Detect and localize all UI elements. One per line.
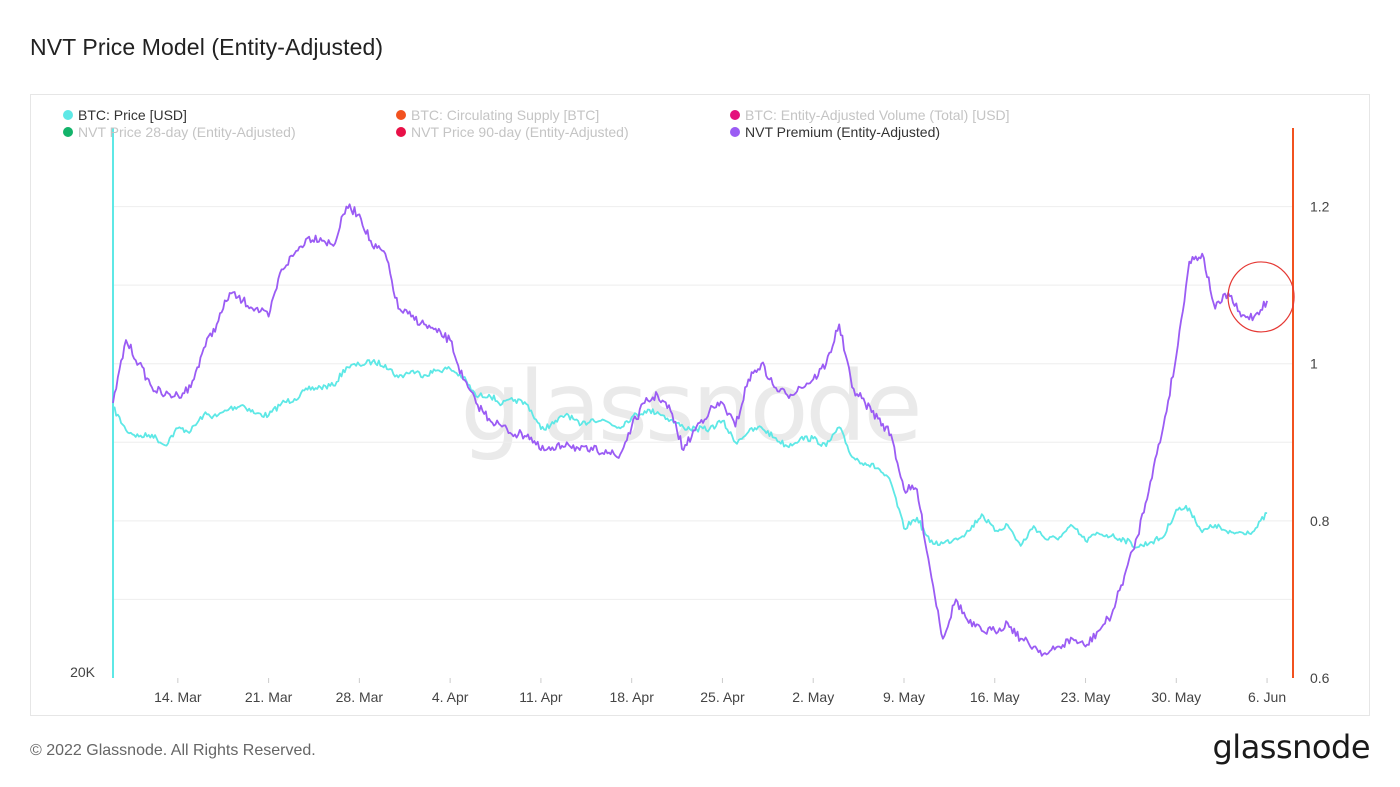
x-tick-label: 9. May	[883, 689, 925, 705]
legend-swatch	[730, 127, 740, 137]
legend-label: BTC: Entity-Adjusted Volume (Total) [USD…	[745, 107, 1010, 123]
y-right-tick-label: 1.2	[1310, 199, 1330, 215]
y-right-tick-label: 0.8	[1310, 513, 1330, 529]
legend-item[interactable]: NVT Price 90-day (Entity-Adjusted)	[396, 124, 629, 140]
annotation-layer	[1227, 261, 1295, 333]
x-tick-label: 25. Apr	[700, 689, 745, 705]
legend-item[interactable]: NVT Premium (Entity-Adjusted)	[730, 124, 940, 140]
legend-swatch	[63, 127, 73, 137]
series-layer	[112, 203, 1268, 657]
x-tick-label: 4. Apr	[432, 689, 469, 705]
x-tick-label: 18. Apr	[609, 689, 654, 705]
legend-item[interactable]: BTC: Entity-Adjusted Volume (Total) [USD…	[730, 107, 1010, 123]
legend-item[interactable]: BTC: Circulating Supply [BTC]	[396, 107, 599, 123]
y-right-tick-label: 1	[1310, 356, 1318, 372]
grid-lines	[113, 206, 1293, 600]
x-tick-label: 28. Mar	[336, 689, 384, 705]
series-line-btc-price	[112, 359, 1268, 549]
y-left-axis-ticks: 20K	[70, 664, 96, 680]
y-right-tick-label: 0.6	[1310, 670, 1330, 686]
x-tick-label: 14. Mar	[154, 689, 202, 705]
glassnode-logo[interactable]: glassnode	[1212, 728, 1370, 766]
legend-swatch	[396, 110, 406, 120]
legend-swatch	[730, 110, 740, 120]
legend-label: NVT Price 90-day (Entity-Adjusted)	[411, 124, 629, 140]
legend-label: NVT Price 28-day (Entity-Adjusted)	[78, 124, 296, 140]
x-tick-label: 11. Apr	[519, 689, 563, 705]
y-right-axis-ticks: 1.2 1 0.8 0.6	[1310, 199, 1330, 686]
chart-frame	[30, 94, 1370, 716]
page-title: NVT Price Model (Entity-Adjusted)	[30, 34, 384, 60]
legend-label: BTC: Circulating Supply [BTC]	[411, 107, 599, 123]
legend-item[interactable]: BTC: Price [USD]	[63, 107, 187, 123]
legend: BTC: Price [USD] BTC: Circulating Supply …	[63, 107, 1010, 140]
x-tick-label: 2. May	[792, 689, 834, 705]
legend-swatch	[396, 127, 406, 137]
legend-item[interactable]: NVT Price 28-day (Entity-Adjusted)	[63, 124, 296, 140]
legend-label: BTC: Price [USD]	[78, 107, 187, 123]
x-tick-label: 30. May	[1151, 689, 1201, 705]
x-tick-label: 23. May	[1061, 689, 1111, 705]
legend-swatch	[63, 110, 73, 120]
legend-label: NVT Premium (Entity-Adjusted)	[745, 124, 940, 140]
series-line-nvt-premium	[112, 203, 1268, 657]
footer-copyright: © 2022 Glassnode. All Rights Reserved.	[30, 742, 316, 759]
y-left-tick-label: 20K	[70, 664, 96, 680]
annotation-circle	[1227, 261, 1295, 333]
x-tick-label: 6. Jun	[1248, 689, 1286, 705]
x-tick-label: 21. Mar	[245, 689, 293, 705]
x-axis-ticks: 14. Mar 21. Mar 28. Mar 4. Apr 11. Apr 18. Ap…	[154, 678, 1286, 705]
x-tick-label: 16. May	[970, 689, 1020, 705]
